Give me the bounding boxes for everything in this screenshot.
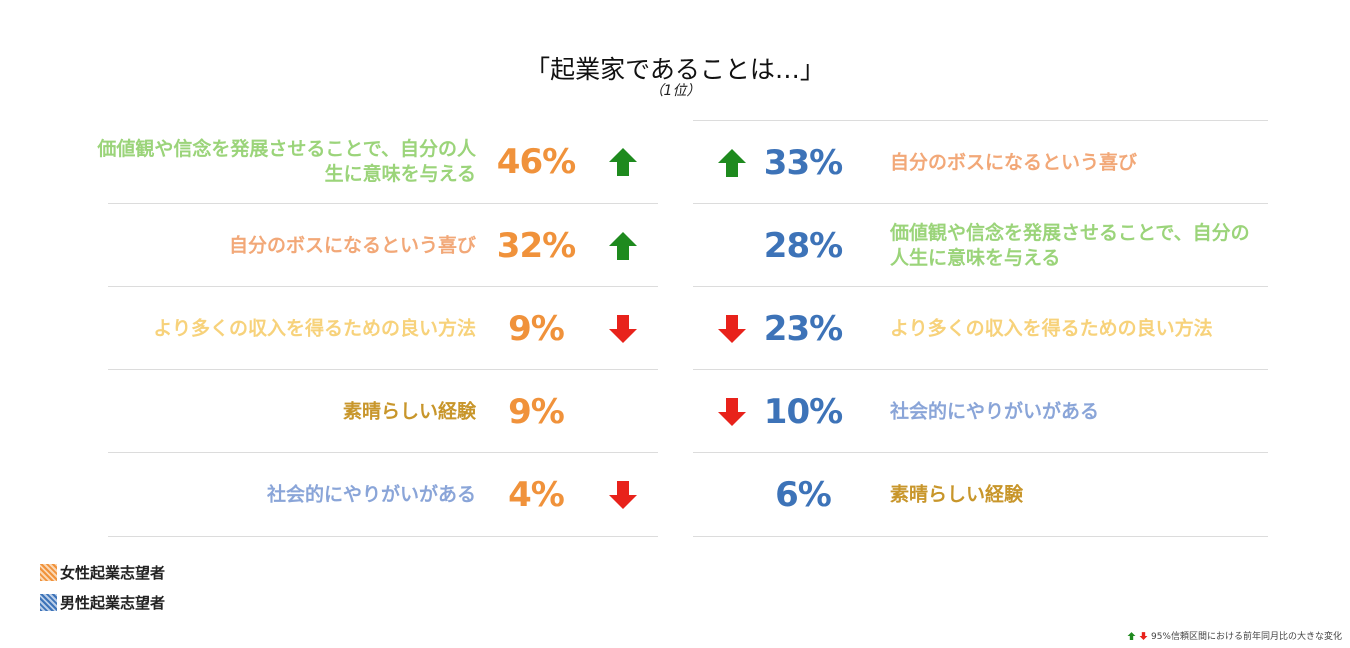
male-row: 価値観や信念を発展させることで、自分の人生に意味を与える 28% xyxy=(693,203,1268,287)
row-percentage: 9% xyxy=(508,308,565,349)
arrow-down-icon xyxy=(1139,632,1148,640)
arrow-up-icon xyxy=(607,146,639,178)
legend-male: 男性起業志望者 xyxy=(40,592,165,613)
row-label: より多くの収入を得るための良い方法 xyxy=(153,317,476,339)
male-panel: 自分のボスになるという喜び 33% 価値観や信念を発展させることで、自分の人生に意味… xyxy=(693,120,1268,537)
row-percentage: 33% xyxy=(763,142,843,183)
chart-title: 「起業家であることは…」 xyxy=(525,55,825,84)
arrow-down-icon xyxy=(607,313,639,345)
arrow-down-icon xyxy=(607,479,639,511)
female-row: 社会的にやりがいがある 4% xyxy=(108,452,658,537)
row-percentage: 6% xyxy=(775,474,832,515)
male-row: 自分のボスになるという喜び 33% xyxy=(693,120,1268,204)
footnote: 95%信頼区間における前年同月比の大きな変化 xyxy=(1127,629,1342,642)
row-label: 価値観や信念を発展させることで、自分の人生に意味を与える xyxy=(890,221,1250,269)
female-row: 自分のボスになるという喜び 32% xyxy=(108,203,658,287)
row-label: 自分のボスになるという喜び xyxy=(228,234,476,256)
row-label: 素晴らしい経験 xyxy=(890,483,1024,505)
row-percentage: 46% xyxy=(496,141,576,182)
row-percentage: 32% xyxy=(496,225,576,266)
male-row: 素晴らしい経験 6% xyxy=(693,452,1268,537)
female-row: 価値観や信念を発展させることで、自分の人生に意味を与える 46% xyxy=(97,120,658,203)
row-label: 社会的にやりがいがある xyxy=(890,400,1100,422)
row-percentage: 9% xyxy=(508,391,565,432)
female-panel: 価値観や信念を発展させることで、自分の人生に意味を与える 46% 自分のボスになると… xyxy=(97,120,658,537)
male-swatch xyxy=(40,594,57,611)
row-percentage: 23% xyxy=(763,308,843,349)
arrow-down-icon xyxy=(716,313,748,345)
female-row: より多くの収入を得るための良い方法 9% xyxy=(108,286,658,370)
legend-female-label: 女性起業志望者 xyxy=(60,564,166,582)
row-label: 素晴らしい経験 xyxy=(342,400,476,422)
male-row: より多くの収入を得るための良い方法 23% xyxy=(693,286,1268,370)
row-label: より多くの収入を得るための良い方法 xyxy=(890,317,1213,339)
legend-male-label: 男性起業志望者 xyxy=(60,594,166,612)
row-percentage: 28% xyxy=(763,225,843,266)
row-label: 社会的にやりがいがある xyxy=(266,483,476,505)
arrow-up-icon xyxy=(1127,632,1136,640)
chart-subtitle: （1位） xyxy=(649,83,701,99)
footnote-text: 95%信頼区間における前年同月比の大きな変化 xyxy=(1150,632,1342,642)
male-row: 社会的にやりがいがある 10% xyxy=(693,369,1268,453)
arrow-up-icon xyxy=(716,147,748,179)
row-percentage: 10% xyxy=(763,391,843,432)
legend-female: 女性起業志望者 xyxy=(40,562,165,583)
row-label: 自分のボスになるという喜び xyxy=(890,151,1138,173)
row-label: 価値観や信念を発展させることで、自分の人生に意味を与える xyxy=(97,137,476,185)
arrow-down-icon xyxy=(716,396,748,428)
female-swatch xyxy=(40,564,57,581)
arrow-up-icon xyxy=(607,230,639,262)
row-percentage: 4% xyxy=(508,474,565,515)
female-row: 素晴らしい経験 9% xyxy=(108,369,658,453)
